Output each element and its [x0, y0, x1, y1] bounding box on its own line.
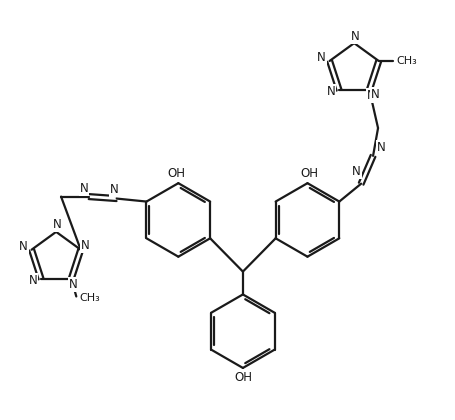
Text: OH: OH [300, 167, 318, 180]
Text: CH₃: CH₃ [395, 56, 416, 66]
Text: N: N [81, 239, 90, 252]
Text: N: N [350, 30, 359, 43]
Text: OH: OH [167, 167, 185, 180]
Text: N: N [29, 274, 37, 287]
Text: OH: OH [233, 371, 251, 384]
Text: N: N [351, 165, 360, 178]
Text: N: N [69, 278, 77, 291]
Text: N: N [19, 240, 28, 253]
Text: N: N [326, 85, 335, 98]
Text: CH₃: CH₃ [80, 294, 101, 303]
Text: N: N [79, 182, 88, 195]
Text: N: N [376, 142, 384, 155]
Text: N: N [370, 88, 379, 101]
Text: N: N [53, 218, 61, 231]
Text: N: N [110, 183, 119, 196]
Text: N: N [366, 89, 375, 102]
Text: N: N [317, 52, 325, 65]
